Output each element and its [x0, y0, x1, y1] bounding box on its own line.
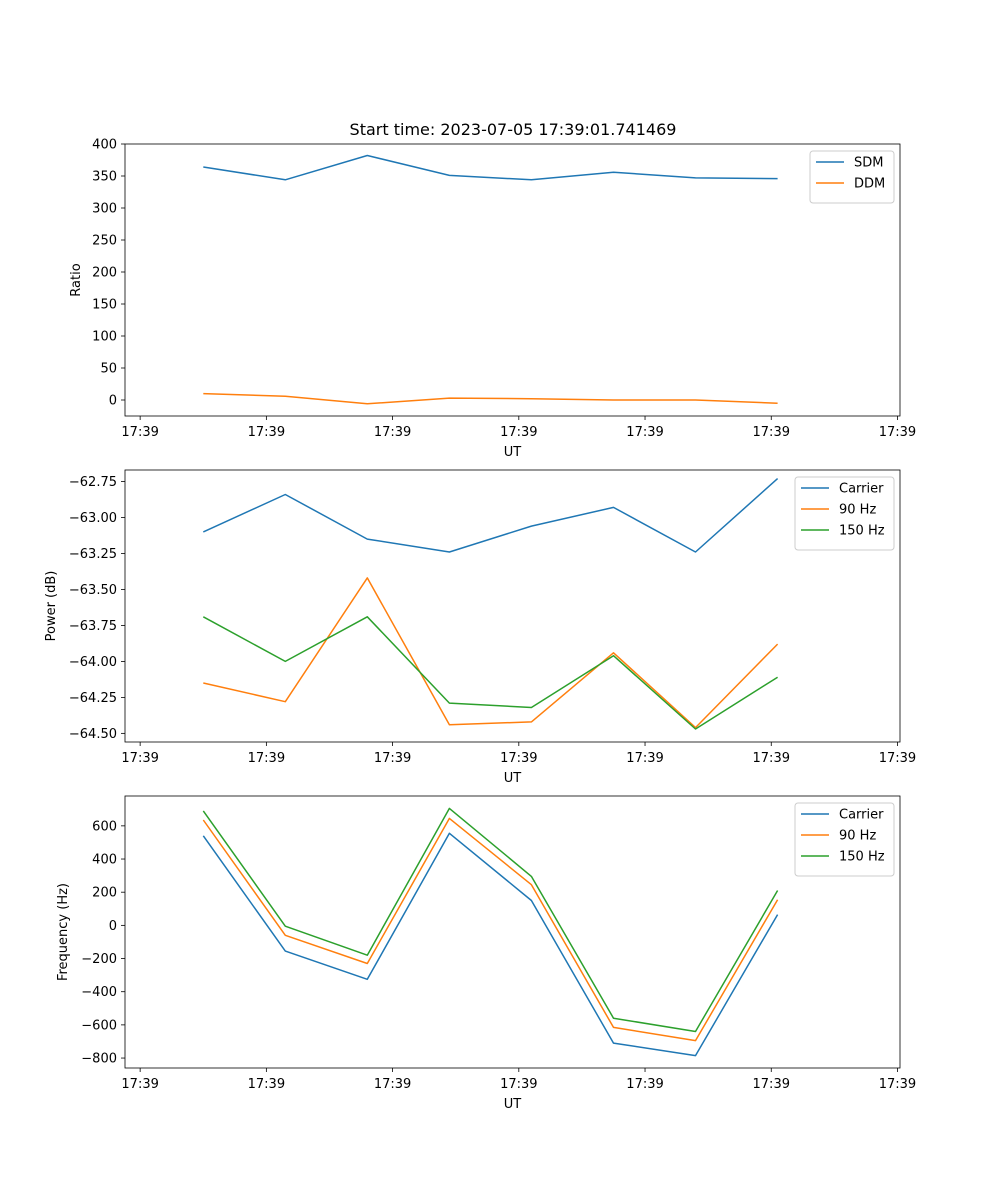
- legend-label: Carrier: [839, 482, 884, 497]
- axes-frame: [124, 143, 901, 417]
- legend-label: 150 Hz: [839, 850, 885, 865]
- x-tick-label: 17:39: [753, 425, 790, 440]
- y-tick-label: −400: [81, 985, 117, 1000]
- y-tick-label: −63.25: [69, 547, 117, 562]
- x-tick-label: 17:39: [753, 1077, 790, 1092]
- legend-label: Carrier: [839, 808, 884, 823]
- y-tick-label: 200: [92, 266, 117, 281]
- y-tick-label: 0: [109, 394, 117, 409]
- y-tick-label: −600: [81, 1018, 117, 1033]
- series-line-150-hz: [202, 616, 779, 730]
- y-tick-label: 150: [92, 298, 117, 313]
- series-line-carrier: [202, 478, 779, 553]
- y-tick-label: 600: [92, 819, 117, 834]
- y-tick-label: 300: [92, 202, 117, 217]
- y-tick-label: −62.75: [69, 475, 117, 490]
- power-panel: 17:3917:3917:3917:3917:3917:3917:3917:40…: [44, 469, 916, 786]
- y-tick-label: 100: [92, 330, 117, 345]
- y-tick-label: −63.00: [69, 511, 117, 526]
- legend-label: 90 Hz: [839, 829, 876, 844]
- legend-box: [809, 150, 895, 204]
- legend-label: 90 Hz: [839, 503, 876, 518]
- legend-label: DDM: [854, 177, 885, 192]
- x-tick-label: 17:39: [879, 425, 916, 440]
- y-axis-label: Power (dB): [44, 571, 59, 642]
- y-tick-label: −63.50: [69, 583, 117, 598]
- x-tick-label: 17:39: [374, 425, 411, 440]
- legend-label: 150 Hz: [839, 524, 885, 539]
- legend-label: SDM: [854, 156, 883, 171]
- x-tick-label: 17:39: [248, 425, 285, 440]
- axes-frame: [124, 795, 901, 1069]
- series-line-sdm: [203, 154, 778, 181]
- x-tick-label: 17:39: [374, 751, 411, 766]
- y-tick-label: 0: [109, 919, 117, 934]
- x-tick-label: 17:39: [879, 751, 916, 766]
- series-line-90-hz: [202, 817, 779, 1042]
- x-tick-label: 17:39: [626, 751, 663, 766]
- y-tick-label: −63.75: [69, 619, 117, 634]
- series-line-150-hz: [202, 807, 779, 1033]
- y-tick-label: 200: [92, 886, 117, 901]
- x-tick-label: 17:39: [248, 751, 285, 766]
- series-line-90-hz: [203, 577, 779, 729]
- x-tick-label: 17:39: [121, 425, 158, 440]
- y-axis-label: Ratio: [69, 263, 84, 296]
- figure-title: Start time: 2023-07-05 17:39:01.741469: [350, 120, 677, 139]
- series-line-ddm: [203, 392, 778, 405]
- x-tick-label: 17:39: [121, 1077, 158, 1092]
- x-tick-label: 17:39: [626, 425, 663, 440]
- x-axis-label: UT: [504, 771, 522, 786]
- y-tick-label: 50: [100, 362, 117, 377]
- series-line-carrier: [202, 832, 779, 1057]
- legend-box: [794, 802, 895, 877]
- y-tick-label: 400: [92, 853, 117, 868]
- legend-box: [794, 476, 895, 551]
- x-axis-label: UT: [504, 1097, 522, 1112]
- y-tick-label: 250: [92, 234, 117, 249]
- y-tick-label: −800: [81, 1052, 117, 1067]
- axes-frame: [124, 469, 901, 743]
- x-tick-label: 17:39: [248, 1077, 285, 1092]
- y-tick-label: −64.50: [69, 727, 117, 742]
- y-tick-label: −64.00: [69, 655, 117, 670]
- x-tick-label: 17:39: [500, 751, 537, 766]
- y-tick-label: 350: [92, 170, 117, 185]
- y-axis-label: Frequency (Hz): [56, 883, 71, 981]
- x-tick-label: 17:39: [879, 1077, 916, 1092]
- x-tick-label: 17:39: [753, 751, 790, 766]
- x-tick-label: 17:39: [121, 751, 158, 766]
- x-tick-label: 17:39: [500, 1077, 537, 1092]
- x-tick-label: 17:39: [626, 1077, 663, 1092]
- y-tick-label: −64.25: [69, 691, 117, 706]
- ratio-panel: 17:3917:3917:3917:3917:3917:3917:3917:40…: [69, 138, 916, 461]
- y-tick-label: 400: [92, 138, 117, 153]
- x-tick-label: 17:39: [500, 425, 537, 440]
- y-tick-label: −200: [81, 952, 117, 967]
- frequency-panel: 17:3917:3917:3917:3917:3917:3917:3917:40…: [56, 795, 916, 1112]
- x-tick-label: 17:39: [374, 1077, 411, 1092]
- x-axis-label: UT: [504, 445, 522, 460]
